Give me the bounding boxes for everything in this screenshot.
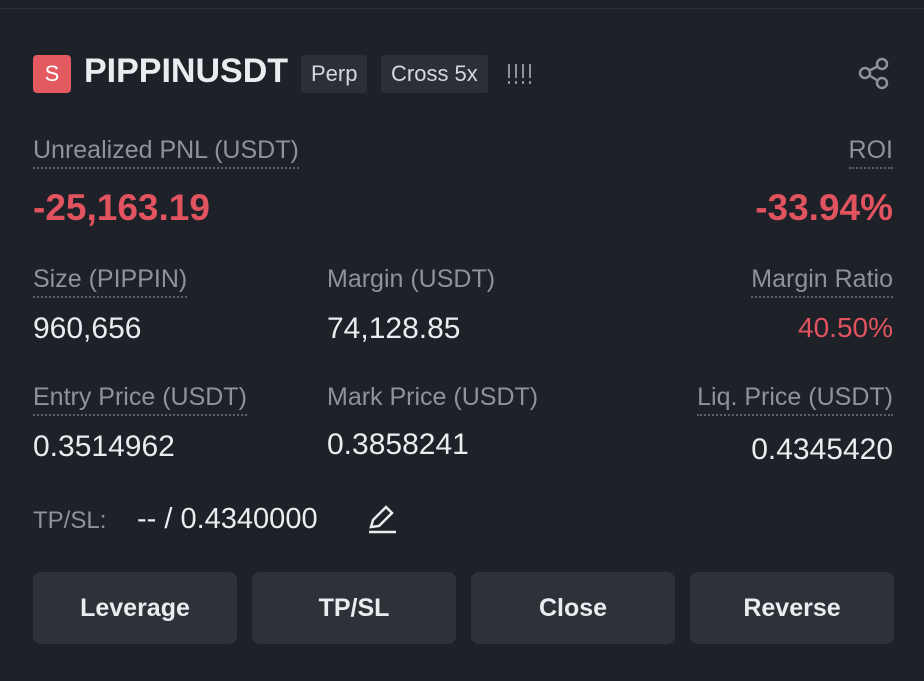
stat-label: Entry Price (USDT) <box>33 383 247 416</box>
roi-label: ROI <box>848 136 893 169</box>
reverse-button[interactable]: Reverse <box>690 572 894 644</box>
stat-value: 40.50% <box>798 312 893 343</box>
signal-icon <box>508 64 531 84</box>
stat-label: Mark Price (USDT) <box>327 383 539 411</box>
tpsl-label: TP/SL: <box>33 507 107 534</box>
tpsl-value: -- / 0.4340000 <box>137 503 318 535</box>
stat-value: 74,128.85 <box>327 312 461 345</box>
badge: Cross 5x <box>381 55 488 93</box>
stat-value: 960,656 <box>33 312 142 345</box>
stat-label: Margin (USDT) <box>327 265 496 293</box>
stat-value: 0.3858241 <box>327 428 469 461</box>
symbol[interactable]: PIPPINUSDT <box>84 52 289 90</box>
badge: Perp <box>301 55 368 93</box>
stat-value: 0.4345420 <box>751 433 893 466</box>
stat-label: Liq. Price (USDT) <box>697 383 893 416</box>
stat-label: Margin Ratio <box>751 265 893 298</box>
stat-label: Size (PIPPIN) <box>33 265 188 298</box>
coin-icon: S <box>33 55 71 93</box>
tpsl-button[interactable]: TP/SL <box>252 572 456 644</box>
share-icon[interactable] <box>857 56 891 90</box>
pnl-value: -25,163.19 <box>33 187 210 228</box>
stat-value: 0.3514962 <box>33 430 175 463</box>
pnl-label: Unrealized PNL (USDT) <box>33 136 299 169</box>
leverage-button[interactable]: Leverage <box>33 572 237 644</box>
roi-value: -33.94% <box>755 187 893 228</box>
top-divider <box>0 0 924 9</box>
close-button[interactable]: Close <box>471 572 675 644</box>
edit-icon[interactable] <box>366 503 400 535</box>
